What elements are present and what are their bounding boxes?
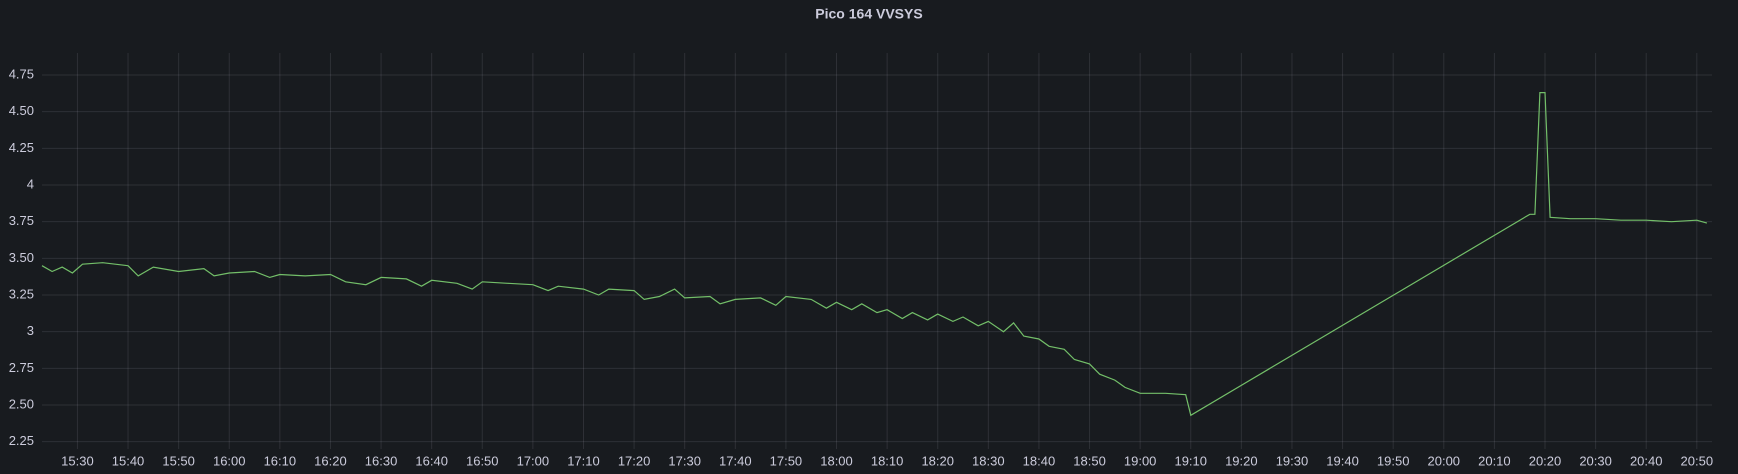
y-tick-label: 4: [27, 176, 34, 191]
x-tick-label: 19:30: [1276, 453, 1309, 468]
x-tick-label: 15:40: [112, 453, 145, 468]
x-tick-label: 17:00: [517, 453, 550, 468]
y-tick-label: 3.25: [9, 286, 34, 301]
x-tick-label: 20:00: [1428, 453, 1461, 468]
x-tick-label: 18:00: [820, 453, 853, 468]
y-tick-label: 3: [27, 323, 34, 338]
x-tick-label: 19:20: [1225, 453, 1258, 468]
y-tick-label: 4.25: [9, 140, 34, 155]
x-tick-label: 16:40: [415, 453, 448, 468]
x-tick-label: 18:30: [972, 453, 1005, 468]
x-tick-label: 20:10: [1478, 453, 1511, 468]
x-tick-label: 20:30: [1579, 453, 1612, 468]
chart-title: Pico 164 VVSYS: [815, 6, 922, 22]
y-tick-label: 2.75: [9, 360, 34, 375]
x-tick-label: 16:00: [213, 453, 246, 468]
x-tick-label: 20:50: [1681, 453, 1714, 468]
x-tick-label: 19:00: [1124, 453, 1157, 468]
y-tick-label: 2.25: [9, 433, 34, 448]
x-tick-label: 15:50: [162, 453, 195, 468]
x-tick-label: 16:50: [466, 453, 499, 468]
y-tick-label: 4.50: [9, 103, 34, 118]
x-tick-label: 17:20: [618, 453, 651, 468]
x-tick-label: 17:10: [567, 453, 600, 468]
x-tick-label: 19:50: [1377, 453, 1410, 468]
x-tick-label: 18:50: [1073, 453, 1106, 468]
x-tick-label: 16:10: [264, 453, 297, 468]
y-tick-label: 3.50: [9, 250, 34, 265]
x-tick-label: 19:10: [1174, 453, 1207, 468]
x-tick-label: 19:40: [1326, 453, 1359, 468]
x-tick-label: 18:20: [921, 453, 954, 468]
y-tick-label: 3.75: [9, 213, 34, 228]
x-tick-label: 16:30: [365, 453, 398, 468]
x-tick-label: 17:50: [770, 453, 803, 468]
x-tick-label: 17:40: [719, 453, 752, 468]
y-tick-label: 2.50: [9, 396, 34, 411]
x-tick-label: 20:20: [1529, 453, 1562, 468]
x-tick-label: 16:20: [314, 453, 347, 468]
x-tick-label: 15:30: [61, 453, 94, 468]
x-tick-label: 18:40: [1023, 453, 1056, 468]
x-tick-label: 18:10: [871, 453, 904, 468]
x-tick-label: 17:30: [668, 453, 701, 468]
data-line: [41, 92, 1708, 417]
x-tick-label: 20:40: [1630, 453, 1663, 468]
y-tick-label: 4.75: [9, 66, 34, 81]
